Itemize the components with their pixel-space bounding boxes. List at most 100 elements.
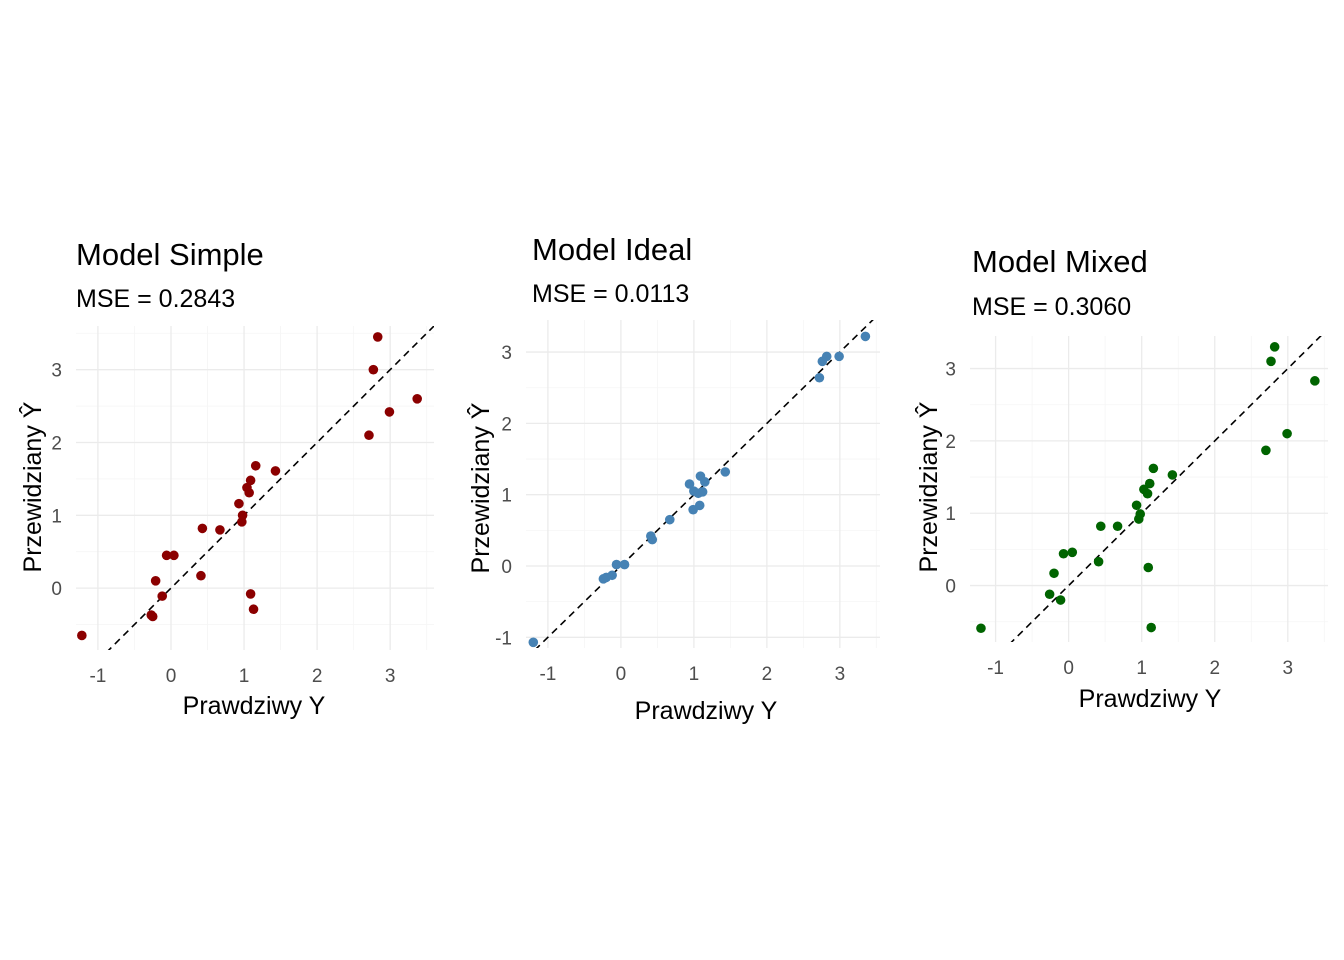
x-tick-label: 3 <box>1283 658 1294 679</box>
data-point <box>250 460 261 471</box>
y-tick-label: 3 <box>51 361 62 382</box>
data-point <box>237 510 248 521</box>
data-point <box>528 637 539 648</box>
data-point <box>1143 562 1154 573</box>
data-point <box>368 364 379 375</box>
panel-model-ideal: Model Ideal MSE = 0.0113 Prawdziwy Y Prz… <box>466 232 880 725</box>
y-tick-label: 3 <box>501 343 512 364</box>
panel-title: Model Ideal <box>532 232 692 267</box>
x-tick-label: 2 <box>312 666 323 687</box>
data-point <box>1067 547 1078 558</box>
y-tick-label: 0 <box>945 577 956 598</box>
y-tick-label: 1 <box>51 506 62 527</box>
x-axis-title: Prawdziwy Y <box>1079 685 1222 713</box>
data-point <box>1135 509 1146 519</box>
data-point <box>1269 342 1280 352</box>
panel-title: Model Mixed <box>972 244 1148 279</box>
data-point <box>1049 568 1059 579</box>
data-point <box>1167 470 1178 480</box>
data-point <box>372 332 383 342</box>
data-point <box>834 351 844 362</box>
y-tick-label: 0 <box>51 579 62 600</box>
x-tick-label: -1 <box>89 666 106 687</box>
data-point <box>697 487 708 497</box>
x-axis-title: Prawdziwy Y <box>635 697 778 725</box>
data-point <box>412 394 422 404</box>
data-point <box>234 498 244 509</box>
panel-subtitle: MSE = 0.3060 <box>972 293 1131 321</box>
panel-model-simple: Model Simple MSE = 0.2843 Prawdziwy Y Pr… <box>18 237 434 720</box>
x-tick-label: 1 <box>239 666 250 687</box>
y-tick-label: 3 <box>945 360 956 381</box>
reference-line <box>107 326 434 650</box>
data-point <box>1282 428 1292 439</box>
x-tick-label: 1 <box>689 664 700 685</box>
data-point <box>619 559 630 570</box>
y-axis-title: Przewidziany Ŷ <box>466 402 495 573</box>
panel-model-mixed: Model Mixed MSE = 0.3060 Prawdziwy Y Prz… <box>914 244 1328 713</box>
data-point <box>245 475 256 486</box>
data-point <box>150 576 161 586</box>
data-point <box>1142 488 1153 499</box>
data-point <box>77 630 87 641</box>
x-tick-label: 0 <box>616 664 627 685</box>
data-point <box>976 623 986 634</box>
data-point <box>1310 376 1320 386</box>
data-point <box>245 589 256 599</box>
x-tick-label: 1 <box>1136 658 1147 679</box>
data-point <box>1148 463 1159 474</box>
data-point <box>244 487 254 498</box>
x-tick-label: 3 <box>835 664 846 685</box>
data-point <box>270 466 281 476</box>
y-tick-label: 2 <box>945 432 956 453</box>
data-point <box>197 523 208 534</box>
x-tick-label: 2 <box>1209 658 1220 679</box>
y-axis-title: Przewidziany Ŷ <box>18 401 47 572</box>
y-tick-label: 2 <box>501 414 512 435</box>
data-point <box>607 570 617 581</box>
data-point <box>1095 521 1106 532</box>
panel-subtitle: MSE = 0.0113 <box>532 280 689 308</box>
x-tick-label: 3 <box>385 666 396 687</box>
data-point <box>1112 521 1123 532</box>
plot-area: -1 0 1 2 3 -1 0 1 2 3 <box>495 320 880 685</box>
plot-area: -1 0 1 2 3 0 1 2 3 <box>51 326 434 687</box>
x-tick-label: 2 <box>762 664 773 685</box>
data-point <box>1131 500 1142 511</box>
y-tick-label: 2 <box>51 433 62 454</box>
data-point <box>821 351 832 362</box>
data-point <box>684 479 695 489</box>
data-point <box>647 534 658 545</box>
y-tick-label: -1 <box>495 628 512 649</box>
data-point <box>611 559 622 570</box>
data-point <box>364 430 374 441</box>
data-point <box>1058 548 1069 559</box>
data-point <box>860 331 871 342</box>
data-point <box>1055 595 1066 605</box>
data-point <box>1261 445 1271 456</box>
data-point <box>1144 478 1155 489</box>
data-point <box>147 611 158 622</box>
plot-area: -1 0 1 2 3 0 1 2 3 <box>945 336 1328 679</box>
data-point <box>161 550 172 561</box>
x-axis-title: Prawdziwy Y <box>183 692 326 720</box>
data-point <box>1146 622 1156 633</box>
data-point <box>248 604 259 615</box>
data-point <box>700 477 710 487</box>
data-point <box>694 500 705 511</box>
x-tick-label: -1 <box>539 664 556 685</box>
data-point <box>1044 589 1055 600</box>
data-point <box>664 514 675 525</box>
panel-subtitle: MSE = 0.2843 <box>76 285 235 313</box>
y-axis-title: Przewidziany Ŷ <box>914 401 943 572</box>
data-point <box>384 407 395 417</box>
y-tick-label: 0 <box>501 557 512 578</box>
y-tick-label: 1 <box>501 486 512 507</box>
x-tick-label: 0 <box>166 666 177 687</box>
y-tick-label: 1 <box>945 504 956 525</box>
panel-title: Model Simple <box>76 237 264 272</box>
x-tick-label: -1 <box>987 658 1004 679</box>
data-point <box>196 570 206 581</box>
data-point <box>169 550 179 561</box>
